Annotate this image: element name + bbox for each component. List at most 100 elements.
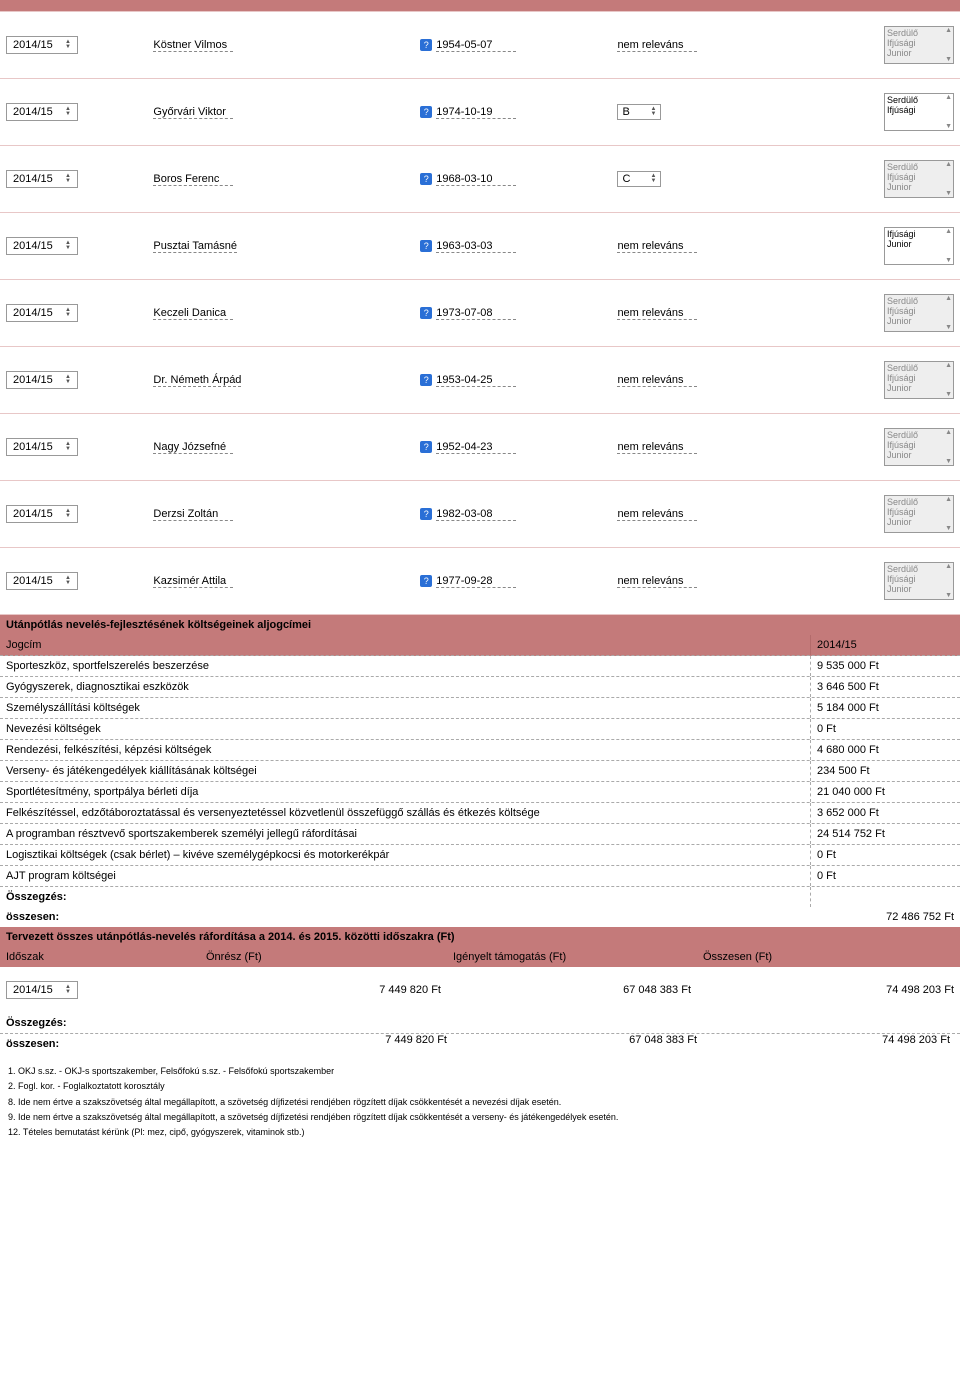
scroll-up-icon[interactable]: ▲ <box>945 496 952 503</box>
age-option[interactable]: Ifjúsági <box>887 306 951 316</box>
year-spinner[interactable]: 2014/15▲▼ <box>6 572 78 590</box>
scroll-down-icon[interactable]: ▼ <box>945 458 952 465</box>
cost-row: AJT program költségei0 Ft <box>0 866 960 887</box>
age-option[interactable]: Serdülő <box>887 296 951 306</box>
age-option[interactable]: Ifjúsági <box>887 440 951 450</box>
year-spinner[interactable]: 2014/15▲▼ <box>6 36 78 54</box>
relevance-select[interactable]: B▲▼ <box>617 104 661 120</box>
year-spinner[interactable]: 2014/15▲▼ <box>6 371 78 389</box>
help-icon[interactable]: ? <box>420 508 432 520</box>
age-listbox[interactable]: SerdülőIfjúságiJunior ▲ ▼ <box>884 562 954 600</box>
age-option[interactable]: Junior <box>887 316 951 326</box>
person-row: 2014/15▲▼Derzsi Zoltán?1982-03-08nem rel… <box>0 481 960 548</box>
osszegzes-row: Összegzés: <box>0 887 960 907</box>
help-icon[interactable]: ? <box>420 575 432 587</box>
person-name: Nagy Józsefné <box>153 441 233 454</box>
scroll-down-icon[interactable]: ▼ <box>945 324 952 331</box>
age-option[interactable]: Ifjúsági <box>887 574 951 584</box>
age-option[interactable]: Junior <box>887 383 951 393</box>
age-option[interactable]: Ifjúsági <box>887 105 951 115</box>
spin-arrows-icon: ▲▼ <box>65 985 71 995</box>
scroll-up-icon[interactable]: ▲ <box>945 563 952 570</box>
scroll-up-icon[interactable]: ▲ <box>945 161 952 168</box>
age-option[interactable]: Ifjúsági <box>887 38 951 48</box>
help-icon[interactable]: ? <box>420 240 432 252</box>
age-option[interactable]: Serdülő <box>887 497 951 507</box>
scroll-down-icon[interactable]: ▼ <box>945 391 952 398</box>
age-option[interactable]: Junior <box>887 48 951 58</box>
year-spinner[interactable]: 2014/15▲▼ <box>6 170 78 188</box>
scroll-up-icon[interactable]: ▲ <box>945 295 952 302</box>
scroll-down-icon[interactable]: ▼ <box>945 257 952 264</box>
pd-onresz: 7 449 820 Ft <box>200 980 447 1000</box>
cost-row: Felkészítéssel, edzőtáboroztatással és v… <box>0 803 960 824</box>
help-icon[interactable]: ? <box>420 39 432 51</box>
footnotes-block: 1. OKJ s.sz. - OKJ-s sportszakember, Fel… <box>0 1054 960 1150</box>
scroll-down-icon[interactable]: ▼ <box>945 123 952 130</box>
year-spinner[interactable]: 2014/15▲▼ <box>6 304 78 322</box>
age-listbox[interactable]: SerdülőIfjúságiJunior ▲ ▼ <box>884 294 954 332</box>
scroll-down-icon[interactable]: ▼ <box>945 525 952 532</box>
cost-value: 0 Ft <box>810 719 960 739</box>
scroll-up-icon[interactable]: ▲ <box>945 228 952 235</box>
cost-value: 3 646 500 Ft <box>810 677 960 697</box>
help-icon[interactable]: ? <box>420 106 432 118</box>
help-icon[interactable]: ? <box>420 173 432 185</box>
age-listbox[interactable]: IfjúságiJunior ▲ ▼ <box>884 227 954 265</box>
age-listbox[interactable]: SerdülőIfjúságiJunior ▲ ▼ <box>884 361 954 399</box>
age-listbox[interactable]: SerdülőIfjúsági ▲ ▼ <box>884 93 954 131</box>
age-option[interactable]: Serdülő <box>887 430 951 440</box>
scroll-up-icon[interactable]: ▲ <box>945 27 952 34</box>
age-option[interactable]: Serdülő <box>887 28 951 38</box>
age-option[interactable]: Ifjúsági <box>887 373 951 383</box>
year-spinner[interactable]: 2014/15▲▼ <box>6 505 78 523</box>
planned-data-row: 2014/15 ▲▼ 7 449 820 Ft 67 048 383 Ft 74… <box>0 967 960 1013</box>
year-value: 2014/15 <box>13 441 53 453</box>
cost-label: Sportlétesítmény, sportpálya bérleti díj… <box>0 782 810 802</box>
age-option[interactable]: Serdülő <box>887 95 951 105</box>
osszesen-row: összesen: 72 486 752 Ft <box>0 907 960 927</box>
age-option[interactable]: Ifjúsági <box>887 172 951 182</box>
age-listbox[interactable]: SerdülőIfjúságiJunior ▲ ▼ <box>884 428 954 466</box>
age-option[interactable]: Ifjúsági <box>887 507 951 517</box>
scroll-down-icon[interactable]: ▼ <box>945 56 952 63</box>
person-row: 2014/15▲▼Keczeli Danica?1973-07-08nem re… <box>0 280 960 347</box>
relevance-select[interactable]: C▲▼ <box>617 171 661 187</box>
scroll-up-icon[interactable]: ▲ <box>945 429 952 436</box>
person-date: 1974-10-19 <box>436 106 516 119</box>
period-spinner[interactable]: 2014/15 ▲▼ <box>6 981 78 999</box>
year-spinner[interactable]: 2014/15▲▼ <box>6 103 78 121</box>
age-option[interactable]: Ifjúsági <box>887 229 951 239</box>
age-option[interactable]: Serdülő <box>887 162 951 172</box>
age-option[interactable]: Junior <box>887 182 951 192</box>
age-listbox[interactable]: SerdülőIfjúságiJunior ▲ ▼ <box>884 160 954 198</box>
cost-label: AJT program költségei <box>0 866 810 886</box>
scroll-up-icon[interactable]: ▲ <box>945 362 952 369</box>
age-listbox[interactable]: SerdülőIfjúságiJunior ▲ ▼ <box>884 26 954 64</box>
person-name: Dr. Németh Árpád <box>153 374 241 387</box>
age-option[interactable]: Junior <box>887 239 951 249</box>
age-listbox[interactable]: SerdülőIfjúságiJunior ▲ ▼ <box>884 495 954 533</box>
help-icon[interactable]: ? <box>420 441 432 453</box>
age-option[interactable]: Serdülő <box>887 564 951 574</box>
scroll-up-icon[interactable]: ▲ <box>945 94 952 101</box>
help-icon[interactable]: ? <box>420 307 432 319</box>
scroll-down-icon[interactable]: ▼ <box>945 592 952 599</box>
year-spinner[interactable]: 2014/15▲▼ <box>6 438 78 456</box>
scroll-down-icon[interactable]: ▼ <box>945 190 952 197</box>
cost-header-left: Jogcím <box>0 635 810 655</box>
year-value: 2014/15 <box>13 374 53 386</box>
cost-row: Rendezési, felkészítési, képzési költség… <box>0 740 960 761</box>
year-spinner[interactable]: 2014/15▲▼ <box>6 237 78 255</box>
age-option[interactable]: Serdülő <box>887 363 951 373</box>
person-row: 2014/15▲▼Kazsimér Attila?1977-09-28nem r… <box>0 548 960 615</box>
age-option[interactable]: Junior <box>887 517 951 527</box>
relevance-value: C <box>622 173 630 185</box>
ph-onresz: Önrész (Ft) <box>200 947 447 967</box>
person-date: 1963-03-03 <box>436 240 516 253</box>
help-icon[interactable]: ? <box>420 374 432 386</box>
cost-total: 72 486 752 Ft <box>810 907 960 927</box>
age-option[interactable]: Junior <box>887 450 951 460</box>
person-name: Kazsimér Attila <box>153 575 233 588</box>
age-option[interactable]: Junior <box>887 584 951 594</box>
